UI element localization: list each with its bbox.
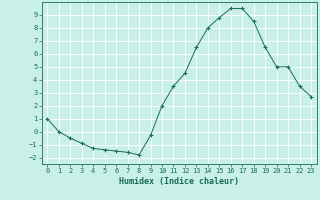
- X-axis label: Humidex (Indice chaleur): Humidex (Indice chaleur): [119, 177, 239, 186]
